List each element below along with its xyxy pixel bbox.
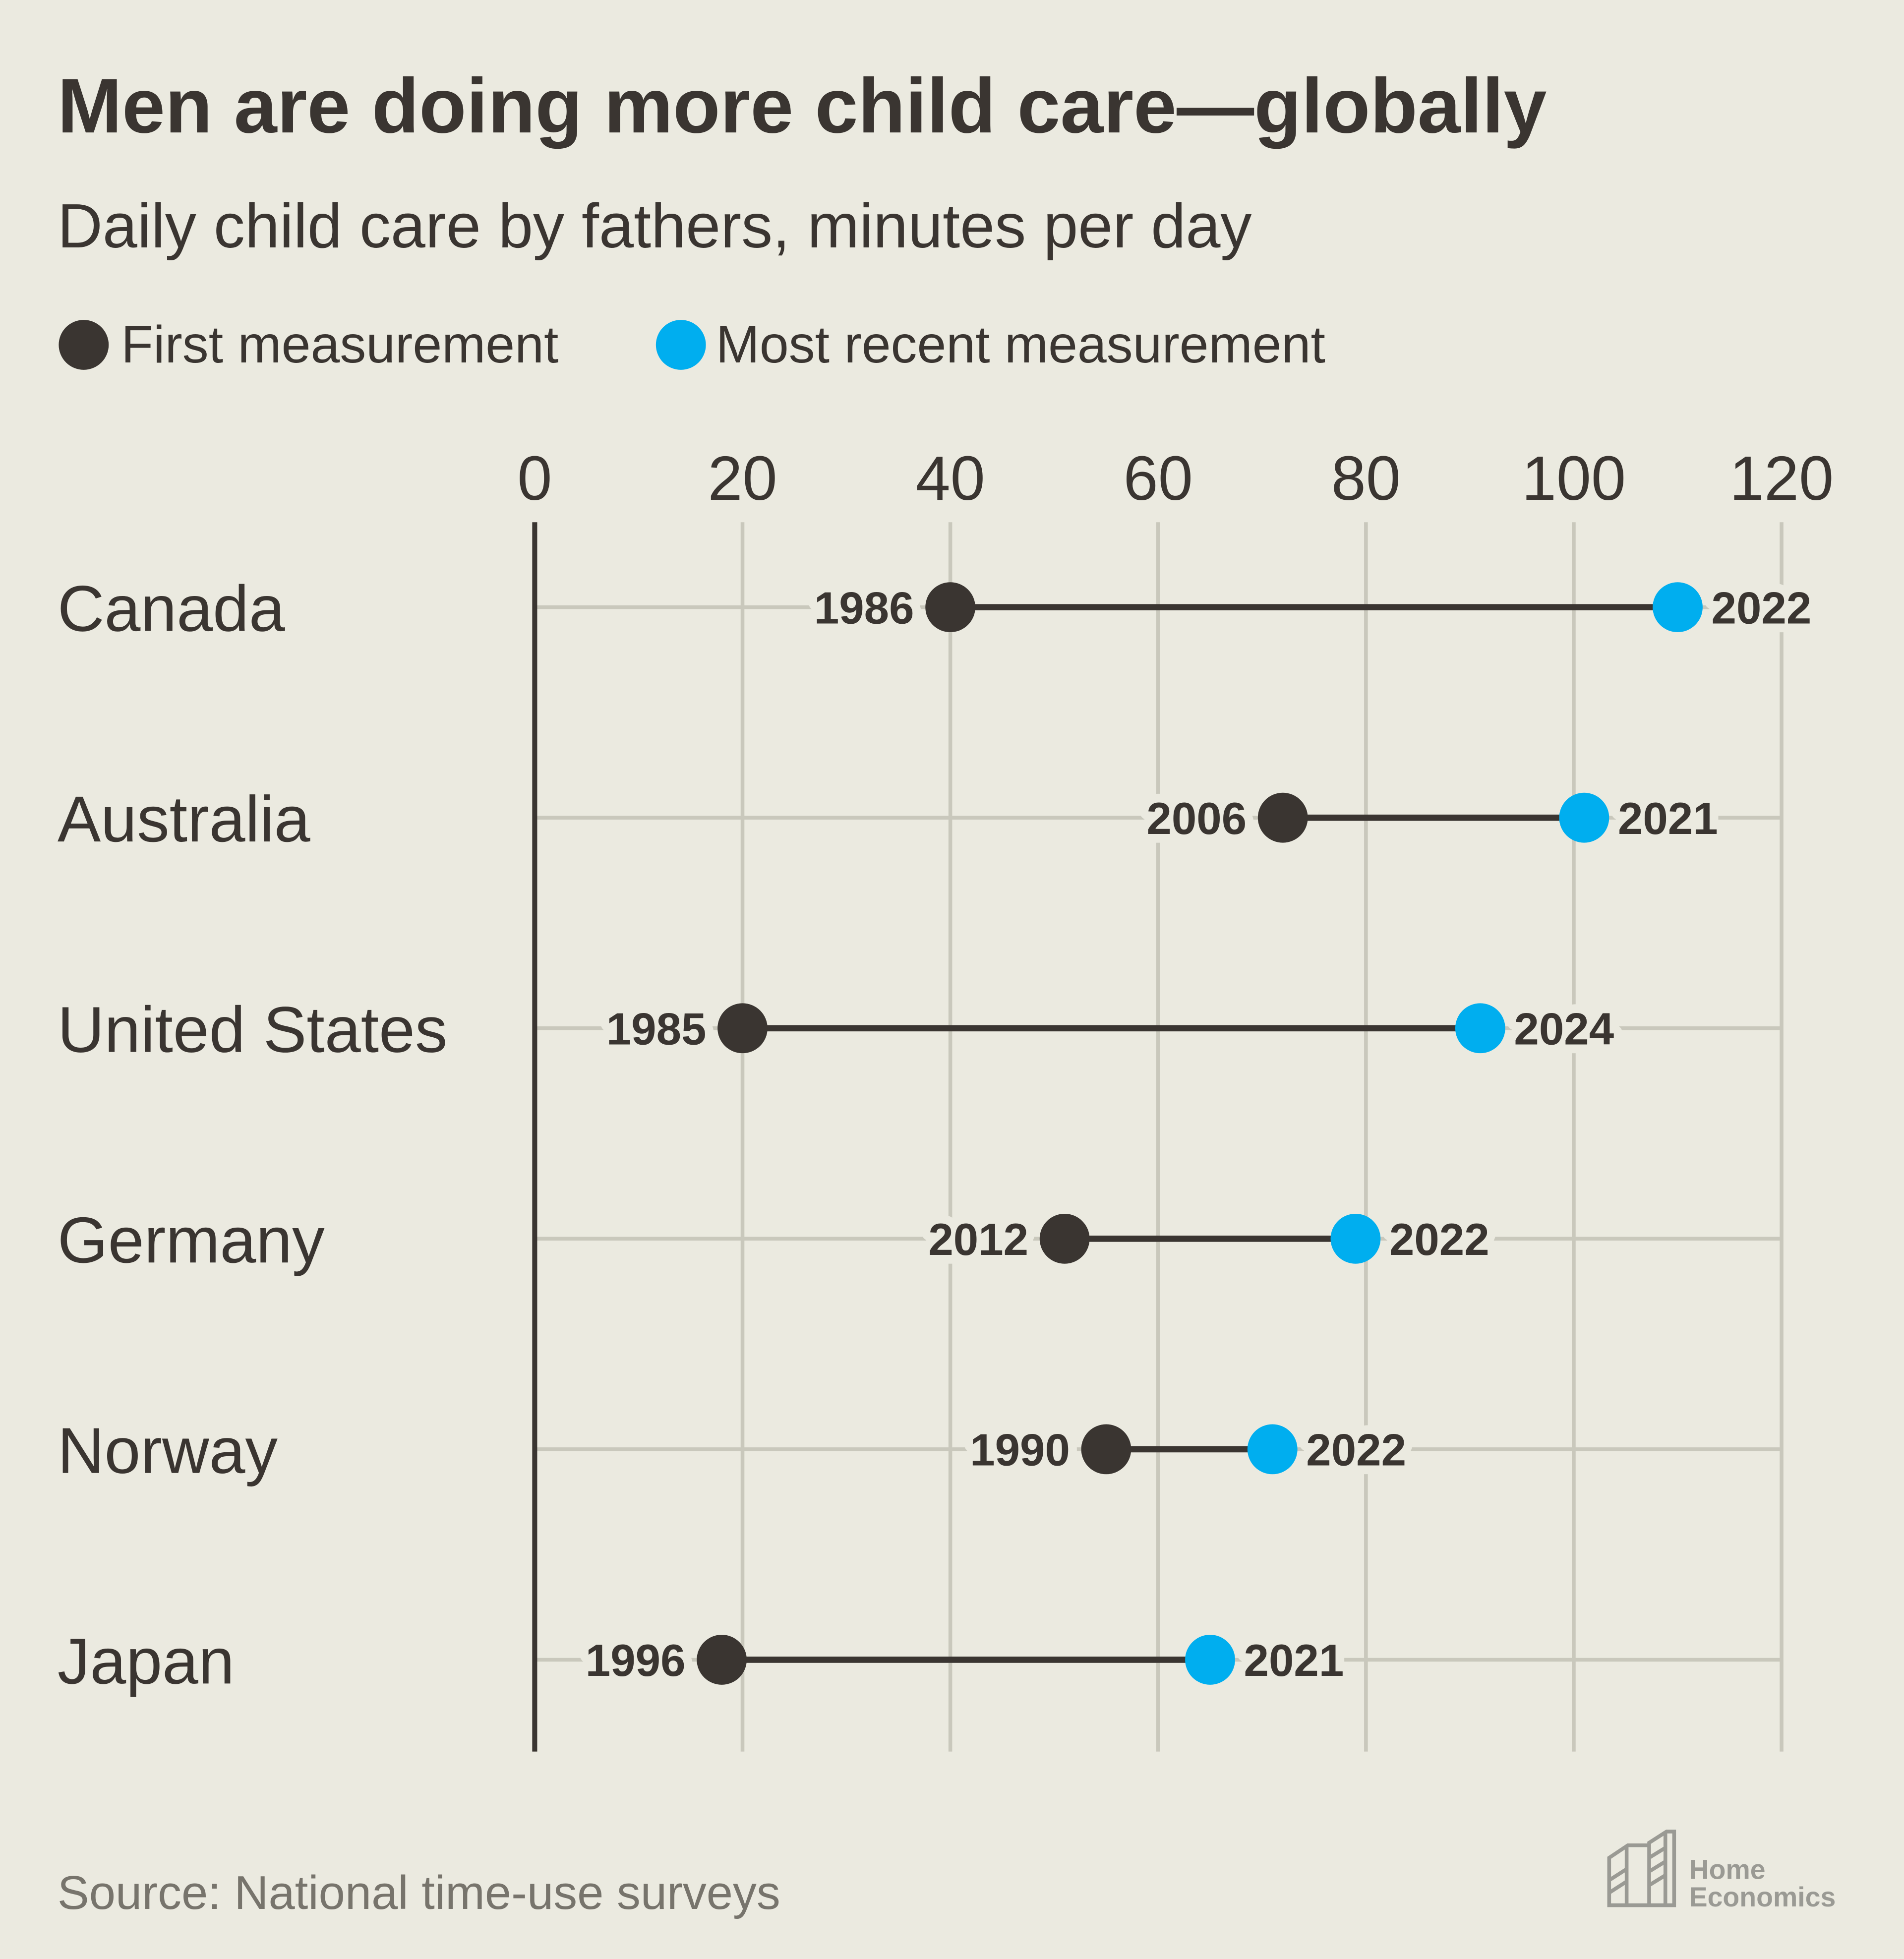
row-australia: Australia 2006 2021: [58, 782, 1726, 855]
x-tick-label: 40: [916, 443, 985, 513]
recent-year-label: 2021: [1618, 794, 1718, 844]
x-tick-label: 120: [1729, 443, 1834, 513]
recent-measurement-point: [1247, 1424, 1298, 1475]
recent-measurement-point: [1330, 1213, 1381, 1264]
x-tick-label: 80: [1331, 443, 1401, 513]
logo-line1: Home: [1689, 1854, 1766, 1885]
logo-line2: Economics: [1689, 1882, 1836, 1912]
recent-measurement-point: [1185, 1635, 1235, 1685]
country-label: Canada: [58, 572, 285, 645]
country-label: Australia: [58, 782, 310, 855]
row-germany: Germany 2012 2022: [58, 1203, 1498, 1276]
legend: First measurement Most recent measuremen…: [59, 315, 1325, 374]
recent-measurement-point: [1653, 582, 1703, 633]
first-measurement-point: [1257, 792, 1308, 843]
first-year-label: 2006: [1146, 794, 1247, 844]
first-measurement-point: [925, 582, 976, 633]
first-measurement-point: [697, 1635, 747, 1685]
first-year-label: 2012: [928, 1215, 1028, 1265]
row-norway: Norway 1990 2022: [58, 1414, 1415, 1487]
legend-marker-first: [59, 320, 109, 370]
building-icon: [1607, 1830, 1676, 1907]
chart-subtitle: Daily child care by fathers, minutes per…: [58, 191, 1251, 261]
row-united-states: United States 1985 2024: [58, 993, 1623, 1066]
row-canada: Canada 1986 2022: [58, 572, 1820, 645]
recent-year-label: 2022: [1306, 1425, 1406, 1476]
recent-year-label: 2024: [1514, 1005, 1614, 1055]
x-tick-label: 60: [1124, 443, 1193, 513]
country-label: Germany: [58, 1203, 325, 1276]
first-year-label: 1986: [814, 583, 914, 633]
country-label: Norway: [58, 1414, 278, 1487]
recent-year-label: 2021: [1244, 1636, 1344, 1686]
x-tick-label: 100: [1522, 443, 1626, 513]
first-year-label: 1996: [586, 1636, 686, 1686]
recent-year-label: 2022: [1712, 583, 1812, 633]
x-tick-label: 0: [517, 443, 552, 513]
first-year-label: 1985: [606, 1005, 707, 1055]
legend-marker-recent: [655, 320, 706, 370]
legend-label-recent: Most recent measurement: [716, 315, 1325, 374]
legend-label-first: First measurement: [121, 315, 558, 374]
first-measurement-point: [717, 1003, 768, 1054]
home-economics-logo: Home Economics: [1607, 1830, 1836, 1912]
first-measurement-point: [1081, 1424, 1131, 1475]
chart-title: Men are doing more child care—globally: [58, 63, 1547, 149]
x-axis-ticks: 0 20 40 60 80 100 120: [517, 443, 1834, 513]
country-label: Japan: [58, 1624, 235, 1697]
x-tick-label: 20: [708, 443, 777, 513]
source-note: Source: National time-use surveys: [58, 1866, 780, 1919]
recent-year-label: 2022: [1389, 1215, 1489, 1265]
recent-measurement-point: [1455, 1003, 1505, 1054]
country-label: United States: [58, 993, 448, 1066]
first-year-label: 1990: [970, 1425, 1070, 1476]
row-japan: Japan 1996 2021: [58, 1624, 1353, 1697]
first-measurement-point: [1039, 1213, 1090, 1264]
rows: Canada 1986 2022 Australia 2006 2021 United St…: [58, 572, 1820, 1698]
recent-measurement-point: [1559, 792, 1609, 843]
